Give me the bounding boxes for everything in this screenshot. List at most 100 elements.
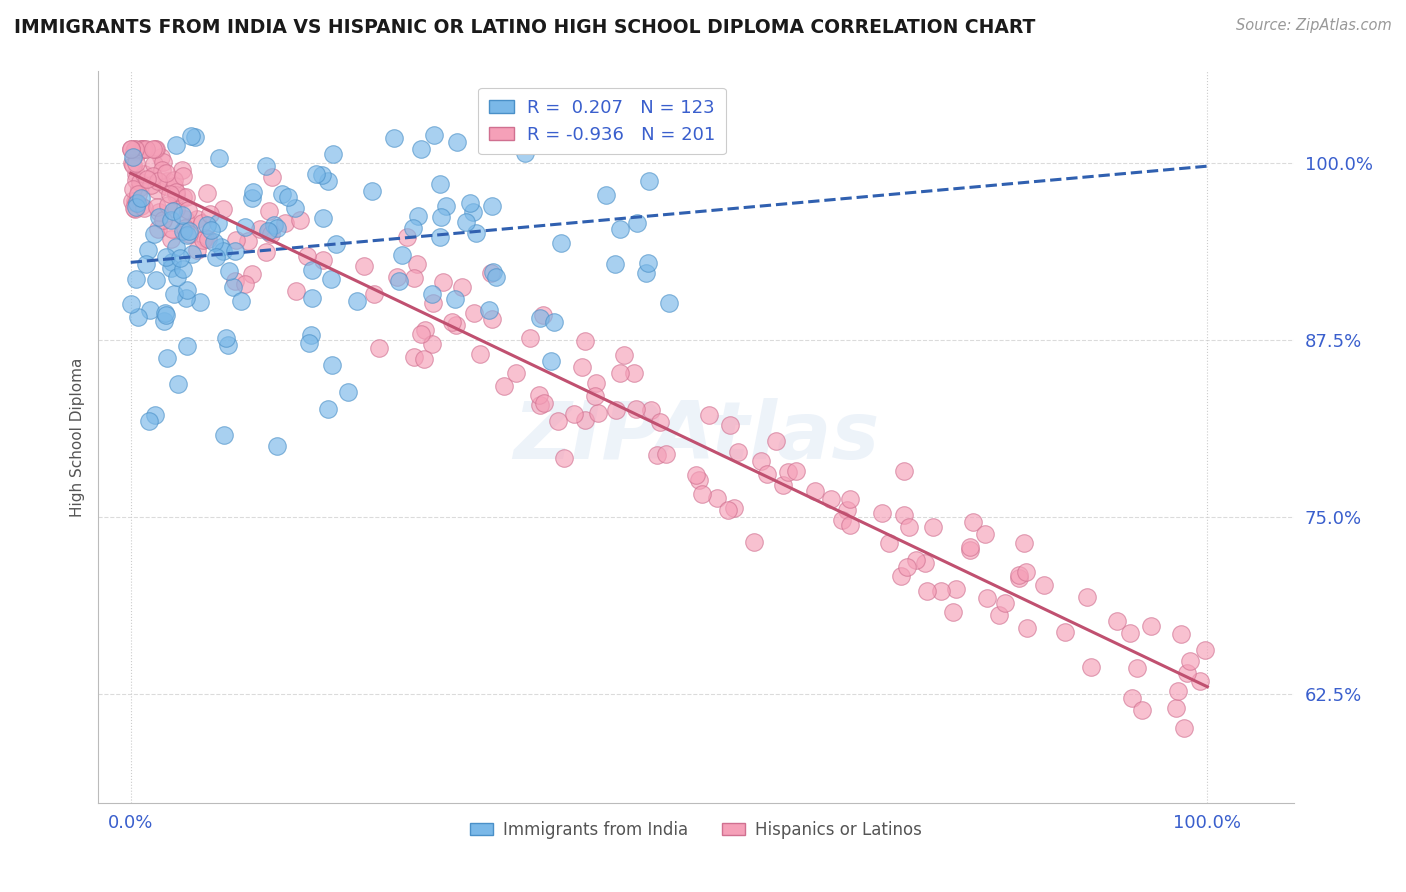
Point [422,128,444,142]
Point [195,186,218,200]
Point [136,243,159,257]
Point [481,265,503,279]
Point [194,231,217,245]
Point [132,201,155,215]
Point [176,202,198,217]
Point [478,302,501,317]
Point [893,463,915,477]
Point [233,220,256,235]
Point [180,247,202,261]
Point [820,492,842,507]
Point [195,218,218,232]
Point [422,286,444,301]
Point [163,172,186,186]
Point [574,413,596,427]
Point [360,185,382,199]
Point [174,212,197,227]
Point [654,447,676,461]
Point [1076,591,1098,605]
Point [1170,627,1192,641]
Point [391,248,413,262]
Point [260,227,283,242]
Point [165,240,187,254]
Point [838,517,860,532]
Point [443,292,465,306]
Point [1167,684,1189,698]
Point [679,128,702,142]
Point [254,159,277,173]
Point [156,351,179,366]
Point [177,224,200,238]
Point [609,222,631,236]
Point [240,267,263,281]
Point [463,305,485,319]
Point [571,359,593,374]
Point [959,541,981,555]
Point [465,226,488,240]
Y-axis label: High School Diploma: High School Diploma [69,358,84,516]
Point [125,196,148,211]
Point [139,178,162,192]
Point [1121,691,1143,706]
Point [429,177,451,191]
Point [831,513,853,527]
Point [411,142,433,156]
Point [404,271,426,285]
Point [896,560,918,574]
Point [434,198,457,212]
Point [624,401,647,416]
Point [904,553,927,567]
Point [224,274,246,288]
Point [1180,654,1202,668]
Point [179,227,201,241]
Point [285,285,308,299]
Point [129,142,152,156]
Point [564,408,586,422]
Point [430,210,453,224]
Point [176,291,198,305]
Point [152,314,174,328]
Point [385,269,408,284]
Point [146,174,169,188]
Point [1189,674,1212,689]
Point [605,257,627,271]
Point [142,142,165,156]
Point [266,439,288,453]
Point [723,500,745,515]
Legend: Immigrants from India, Hispanics or Latinos: Immigrants from India, Hispanics or Lati… [464,814,928,846]
Point [877,536,900,550]
Point [127,145,149,159]
Point [162,204,184,219]
Point [481,199,503,213]
Point [153,306,176,320]
Point [553,451,575,466]
Point [120,142,142,156]
Point [959,543,981,558]
Text: Source: ZipAtlas.com: Source: ZipAtlas.com [1236,18,1392,33]
Point [240,191,263,205]
Point [613,348,636,362]
Point [413,351,436,366]
Point [172,262,194,277]
Point [301,263,323,277]
Point [186,243,208,257]
Point [409,327,432,342]
Point [165,137,187,152]
Point [172,190,194,204]
Point [325,237,347,252]
Point [124,142,146,156]
Point [404,350,426,364]
Point [122,144,145,158]
Point [127,186,149,201]
Point [152,162,174,177]
Point [640,402,662,417]
Point [1194,643,1216,657]
Point [197,232,219,246]
Point [531,308,554,322]
Point [145,273,167,287]
Point [215,331,238,345]
Point [160,232,183,246]
Point [382,131,405,145]
Point [148,205,170,219]
Point [645,448,668,462]
